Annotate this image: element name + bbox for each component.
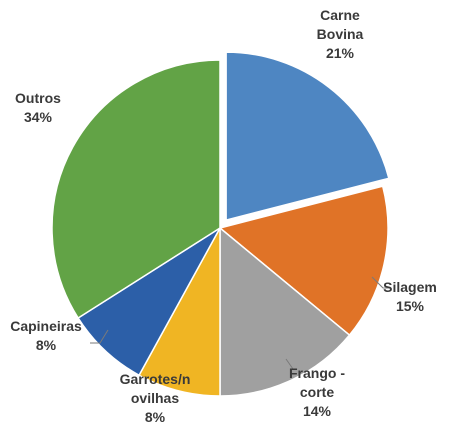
- pie-slice-outros: [51, 59, 221, 320]
- pie-slice-carne: [225, 51, 390, 222]
- slice-label-line: Carne: [320, 7, 360, 23]
- slice-label-line: Silagem: [383, 279, 437, 295]
- pie-slices: [51, 51, 390, 397]
- slice-label-line: Frango -: [289, 365, 345, 381]
- leader-line: [90, 329, 109, 344]
- slice-label-line: corte: [300, 384, 334, 400]
- slice-label-garrotes-n: Garrotes/n ovilhas 8%: [120, 371, 191, 425]
- slice-label-line: Capineiras: [10, 318, 82, 334]
- leader-line: [371, 276, 391, 289]
- slice-percent: 8%: [145, 409, 166, 425]
- slice-percent: 21%: [326, 45, 355, 61]
- pie-slice-frango: [219, 226, 351, 397]
- slice-label-silagem: Silagem 15%: [383, 279, 437, 314]
- slice-label-capineiras: Capineiras 8%: [10, 318, 82, 353]
- slice-label-line: Bovina: [317, 26, 364, 42]
- slice-percent: 15%: [396, 298, 425, 314]
- slice-percent: 8%: [36, 337, 57, 353]
- pie-slice-silagem: [218, 185, 389, 337]
- slice-label-line: ovilhas: [131, 390, 179, 406]
- slice-label-frango: Frango - corte 14%: [289, 365, 345, 419]
- slice-percent: 34%: [24, 109, 53, 125]
- leader-line: [285, 358, 294, 370]
- slice-label-line: Outros: [15, 90, 61, 106]
- slice-percent: 14%: [303, 403, 332, 419]
- slice-label-line: Garrotes/n: [120, 371, 191, 387]
- slice-labels: Carne Bovina 21% Silagem 15% Frango - corte 14%…: [10, 7, 437, 425]
- leader-lines: [90, 276, 391, 370]
- slice-label-carne: Carne Bovina 21%: [317, 7, 364, 61]
- slice-label-outros: Outros 34%: [15, 90, 61, 125]
